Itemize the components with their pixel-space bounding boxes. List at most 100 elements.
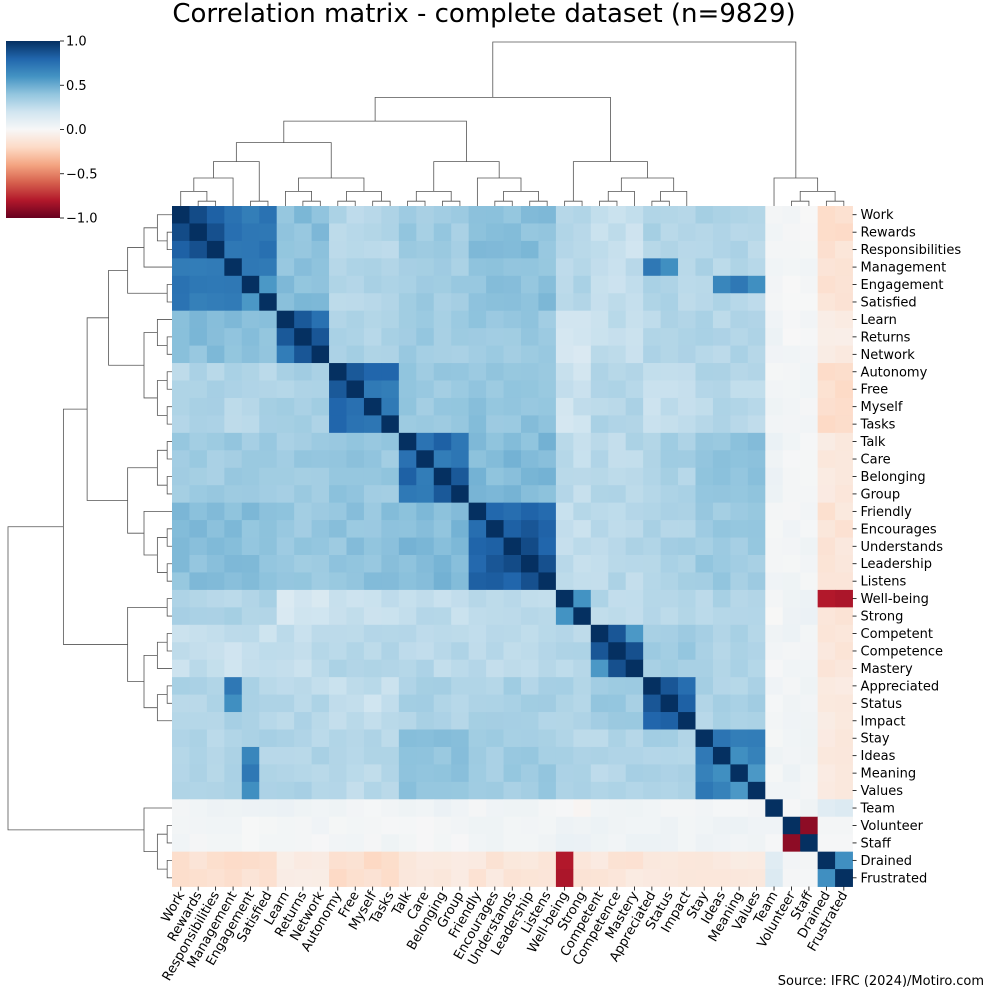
heatmap-cell xyxy=(433,380,452,399)
heatmap-cell xyxy=(608,258,627,277)
heatmap-cell xyxy=(468,380,487,399)
heatmap-cell xyxy=(468,537,487,556)
heatmap-cell xyxy=(643,502,661,521)
heatmap-cell xyxy=(503,258,522,277)
heatmap-cell xyxy=(730,293,749,312)
heatmap-cell xyxy=(398,450,417,469)
heatmap-cell xyxy=(608,642,627,661)
heatmap-cell xyxy=(329,642,347,661)
heatmap-cell xyxy=(782,816,801,835)
heatmap-cell xyxy=(224,659,243,678)
heatmap-cell xyxy=(294,485,312,504)
heatmap-cell xyxy=(276,520,295,538)
heatmap-cell xyxy=(678,607,696,626)
heatmap-cell xyxy=(206,694,225,713)
heatmap-cell xyxy=(590,555,609,573)
heatmap-cell xyxy=(468,624,487,643)
heatmap-cell xyxy=(712,781,731,800)
heatmap-cell xyxy=(346,240,365,259)
heatmap-cell xyxy=(363,659,382,678)
heatmap-cell xyxy=(398,223,417,242)
heatmap-cell xyxy=(486,293,504,312)
colorbar-ticks: 1.00.50.0−0.5−1.0 xyxy=(60,35,98,227)
heatmap-cell xyxy=(381,293,400,312)
heatmap-cell xyxy=(276,206,295,224)
heatmap-cell xyxy=(381,223,400,242)
heatmap-cell xyxy=(625,834,644,853)
heatmap-cell xyxy=(363,240,382,259)
heatmap-cell xyxy=(573,555,592,573)
heatmap-cell xyxy=(381,624,400,643)
heatmap-cell xyxy=(294,415,312,434)
heatmap-cell xyxy=(538,869,557,887)
heatmap-cell xyxy=(189,397,208,416)
heatmap-cell xyxy=(311,450,330,469)
heatmap-cell xyxy=(189,275,208,294)
heatmap-cell xyxy=(747,328,766,346)
heatmap-cell xyxy=(660,537,679,556)
heatmap-cell xyxy=(381,555,400,573)
heatmap-cell xyxy=(503,589,522,608)
heatmap-cell xyxy=(294,537,312,556)
heatmap-cell xyxy=(451,223,470,242)
heatmap-cell xyxy=(398,851,417,870)
heatmap-cell xyxy=(782,310,801,329)
heatmap-cell xyxy=(817,450,836,469)
heatmap-cell xyxy=(678,363,696,381)
heatmap-cell xyxy=(695,380,714,399)
heatmap-cell xyxy=(172,659,190,678)
heatmap-cell xyxy=(817,485,836,504)
heatmap-cell xyxy=(503,293,522,312)
heatmap-cell xyxy=(311,555,330,573)
heatmap-cell xyxy=(206,537,225,556)
row-tick-label: Leadership xyxy=(861,557,932,572)
heatmap-cell xyxy=(835,589,853,608)
heatmap-cell xyxy=(747,380,766,399)
heatmap-cell xyxy=(695,834,714,853)
heatmap-cell xyxy=(643,363,661,381)
heatmap-cell xyxy=(363,275,382,294)
heatmap-cell xyxy=(800,363,819,381)
heatmap-cell xyxy=(660,240,679,259)
heatmap-cell xyxy=(625,328,644,346)
heatmap-cell xyxy=(730,572,749,591)
heatmap-cell xyxy=(730,275,749,294)
colorbar-tick-label: 1.0 xyxy=(66,35,87,50)
heatmap-cell xyxy=(346,729,365,748)
heatmap-cell xyxy=(503,816,522,835)
heatmap-cell xyxy=(695,746,714,765)
heatmap-cell xyxy=(800,869,819,887)
heatmap-cell xyxy=(678,589,696,608)
heatmap-cell xyxy=(276,467,295,486)
heatmap-cell xyxy=(521,746,539,765)
heatmap-cell xyxy=(590,712,609,730)
heatmap-cell xyxy=(329,746,347,765)
heatmap-cell xyxy=(398,834,417,853)
heatmap-cell xyxy=(224,432,243,451)
heatmap-cell xyxy=(817,293,836,312)
heatmap-cell xyxy=(660,729,679,748)
heatmap-cell xyxy=(625,572,644,591)
heatmap-cell xyxy=(241,834,260,853)
heatmap-cell xyxy=(381,834,400,853)
heatmap-cell xyxy=(433,240,452,259)
heatmap-cell xyxy=(695,258,714,277)
heatmap-cell xyxy=(189,450,208,469)
heatmap-cell xyxy=(241,869,260,887)
heatmap-cell xyxy=(294,764,312,783)
heatmap-cell xyxy=(712,642,731,661)
heatmap-cell xyxy=(486,816,504,835)
colorbar-tick-label: −0.5 xyxy=(66,167,98,182)
dendrogram-link xyxy=(127,247,168,294)
heatmap-cell xyxy=(608,537,627,556)
heatmap-cell xyxy=(712,485,731,504)
heatmap-cell xyxy=(276,712,295,730)
heatmap-cell xyxy=(573,328,592,346)
heatmap-cell xyxy=(712,275,731,294)
heatmap-cell xyxy=(206,240,225,259)
heatmap-cell xyxy=(590,746,609,765)
heatmap-cell xyxy=(294,555,312,573)
heatmap-cell xyxy=(555,520,574,538)
heatmap-cell xyxy=(486,746,504,765)
heatmap-cell xyxy=(800,851,819,870)
